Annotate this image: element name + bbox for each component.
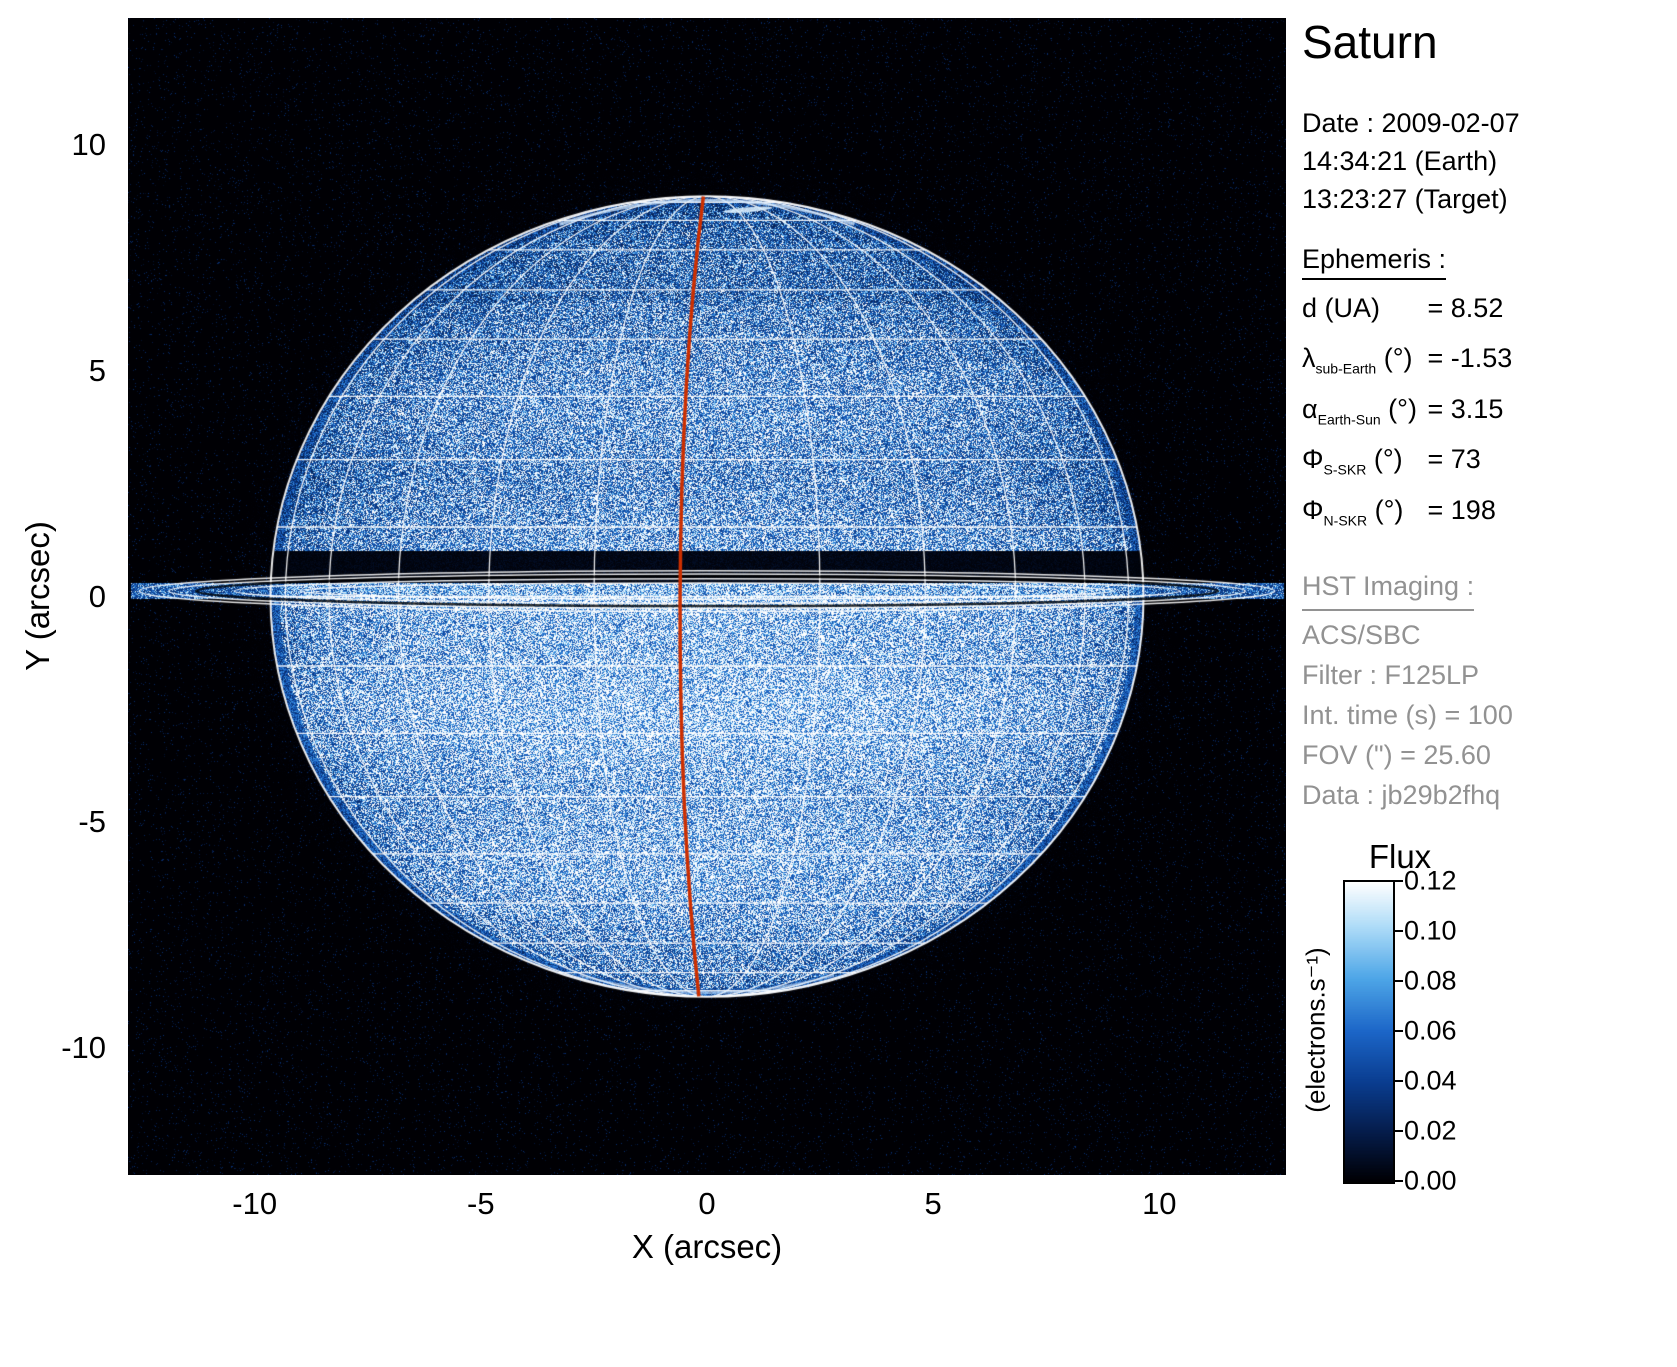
colorbar-tickmark: [1395, 1030, 1403, 1032]
hst-imaging-heading: HST Imaging :: [1302, 566, 1474, 611]
colorbar-tickmark: [1395, 880, 1403, 882]
ephemeris-label: ΦS-SKR (°): [1302, 439, 1420, 489]
observation-datetime: Date : 2009-02-07 14:34:21 (Earth) 13:23…: [1302, 104, 1674, 218]
ephemeris-row-phase-angle: αEarth-Sun (°) = 3.15: [1302, 389, 1674, 439]
ephemeris-label: d (UA): [1302, 288, 1420, 338]
ephemeris-row-subearth-latitude: λsub-Earth (°) = -1.53: [1302, 338, 1674, 388]
hst-imaging-block: HST Imaging : ACS/SBC Filter : F125LP In…: [1302, 566, 1674, 815]
hst-integration-line: Int. time (s) = 100: [1302, 695, 1674, 735]
ephemeris-heading: Ephemeris :: [1302, 244, 1446, 280]
ephemeris-table: d (UA) = 8.52 λsub-Earth (°) = -1.53 αEa…: [1302, 288, 1674, 540]
colorbar-gradient-canvas: [1345, 882, 1393, 1182]
colorbar-tick-labels: 0.12 0.10 0.08 0.06 0.04 0.02 0.00: [1404, 881, 1494, 1181]
y-tick-label: 0: [89, 579, 106, 615]
y-tick-label: -5: [78, 804, 106, 840]
colorbar-tick-label: 0.04: [1404, 1066, 1457, 1097]
earth-time-line: 14:34:21 (Earth): [1302, 142, 1674, 180]
y-axis-label: Y (arcsec): [19, 521, 57, 671]
y-tick-label: 5: [89, 353, 106, 389]
colorbar-tickmark: [1395, 930, 1403, 932]
ephemeris-label: ΦN-SKR (°): [1302, 490, 1420, 540]
colorbar-unit-label: (electrons.s⁻¹): [1301, 947, 1332, 1112]
ephemeris-label: λsub-Earth (°): [1302, 338, 1420, 388]
hst-instrument-line: ACS/SBC: [1302, 615, 1674, 655]
saturn-image-canvas: [128, 18, 1286, 1175]
ephemeris-value: = 3.15: [1428, 394, 1504, 424]
target-time-line: 13:23:27 (Target): [1302, 180, 1674, 218]
x-axis-label: X (arcsec): [128, 1228, 1286, 1266]
colorbar-tickmark: [1395, 1180, 1403, 1182]
ephemeris-row-n-skr-phase: ΦN-SKR (°) = 198: [1302, 490, 1674, 540]
x-tick-label: -5: [467, 1186, 495, 1222]
colorbar-tickmark: [1395, 1130, 1403, 1132]
hst-data-id-line: Data : jb29b2fhq: [1302, 775, 1674, 815]
plot-area: [128, 18, 1286, 1175]
x-axis-ticks: -10 -5 0 5 10: [128, 1186, 1286, 1226]
y-tick-label: -10: [61, 1030, 106, 1066]
ephemeris-row-distance: d (UA) = 8.52: [1302, 288, 1674, 338]
x-tick-label: 0: [698, 1186, 715, 1222]
colorbar-tick-label: 0.02: [1404, 1115, 1457, 1146]
hst-filter-line: Filter : F125LP: [1302, 655, 1674, 695]
ephemeris-value: = 73: [1428, 444, 1481, 474]
colorbar-tick-label: 0.00: [1404, 1166, 1457, 1197]
x-tick-label: 10: [1142, 1186, 1176, 1222]
colorbar-tickmark: [1395, 980, 1403, 982]
ephemeris-label: αEarth-Sun (°): [1302, 389, 1420, 439]
ephemeris-value: = 198: [1428, 495, 1496, 525]
colorbar-tick-label: 0.12: [1404, 866, 1457, 897]
x-tick-label: -10: [232, 1186, 277, 1222]
colorbar: [1343, 880, 1395, 1184]
ephemeris-value: = 8.52: [1428, 293, 1504, 323]
colorbar-tickmark: [1395, 1080, 1403, 1082]
ephemeris-row-s-skr-phase: ΦS-SKR (°) = 73: [1302, 439, 1674, 489]
info-panel: Saturn Date : 2009-02-07 14:34:21 (Earth…: [1302, 16, 1674, 815]
date-line: Date : 2009-02-07: [1302, 104, 1674, 142]
x-tick-label: 5: [925, 1186, 942, 1222]
colorbar-tick-label: 0.08: [1404, 965, 1457, 996]
colorbar-tick-label: 0.06: [1404, 1016, 1457, 1047]
y-axis-ticks: 10 5 0 -5 -10: [0, 18, 118, 1175]
colorbar-tick-label: 0.10: [1404, 916, 1457, 947]
ephemeris-value: = -1.53: [1428, 343, 1513, 373]
y-tick-label: 10: [72, 127, 106, 163]
planet-title: Saturn: [1302, 16, 1674, 68]
hst-fov-line: FOV (") = 25.60: [1302, 735, 1674, 775]
